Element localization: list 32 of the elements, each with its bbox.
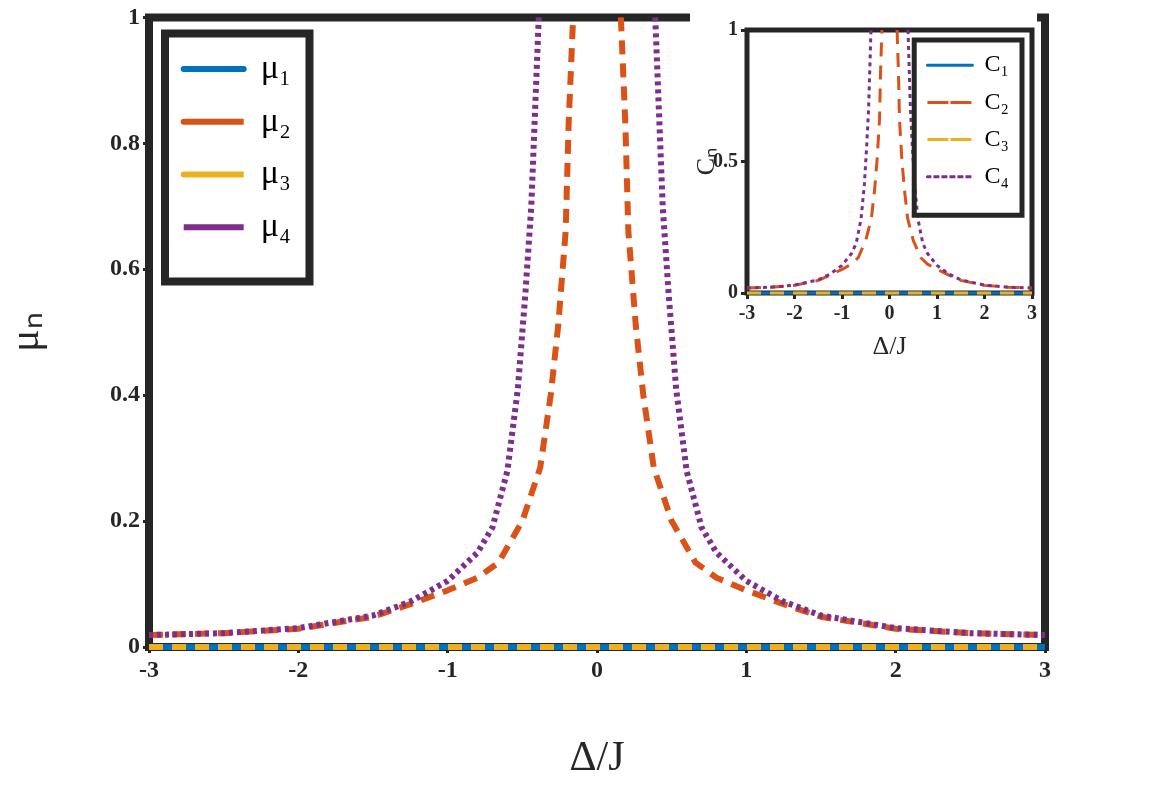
x-tick-label: 1 [932,301,942,324]
y-axis-title: μₙ [1,312,48,352]
x-tick-label: -3 [738,301,756,324]
x-tick-label: 0 [591,655,603,682]
x-tick-label: 3 [1039,655,1051,682]
x-axis-title: Δ/J [872,331,907,361]
legend-label: μ₄ [260,206,291,244]
legend-label: μ₃ [260,153,291,191]
x-tick-label: -3 [139,655,159,682]
x-tick-label: -1 [437,655,458,682]
x-tick-label: 3 [1027,301,1037,324]
y-tick-label: 0 [128,632,140,659]
legend-label: C₄ [984,162,1009,189]
x-tick-label: 2 [979,301,990,324]
legend-label: C₂ [984,87,1009,114]
y-tick-label: 0.4 [110,380,140,407]
y-tick-label: 1 [728,17,738,40]
x-tick-label: 2 [889,655,902,682]
x-tick-label: -2 [786,301,803,324]
legend-label: μ₁ [260,48,291,86]
y-tick-label: 0.6 [110,254,140,281]
legend-label: μ₂ [260,100,291,138]
x-tick-label: 0 [884,301,895,324]
y-tick-label: 1 [128,2,140,29]
y-tick-label: 0 [728,280,738,303]
x-tick-label: -2 [288,655,309,682]
y-tick-label: 0.8 [110,128,140,155]
legend-label: C₃ [984,124,1009,151]
x-tick-label: -1 [833,301,851,324]
legend-label: C₁ [984,50,1009,77]
x-axis-title: Δ/J [569,732,625,779]
y-tick-label: 0.2 [110,506,140,533]
